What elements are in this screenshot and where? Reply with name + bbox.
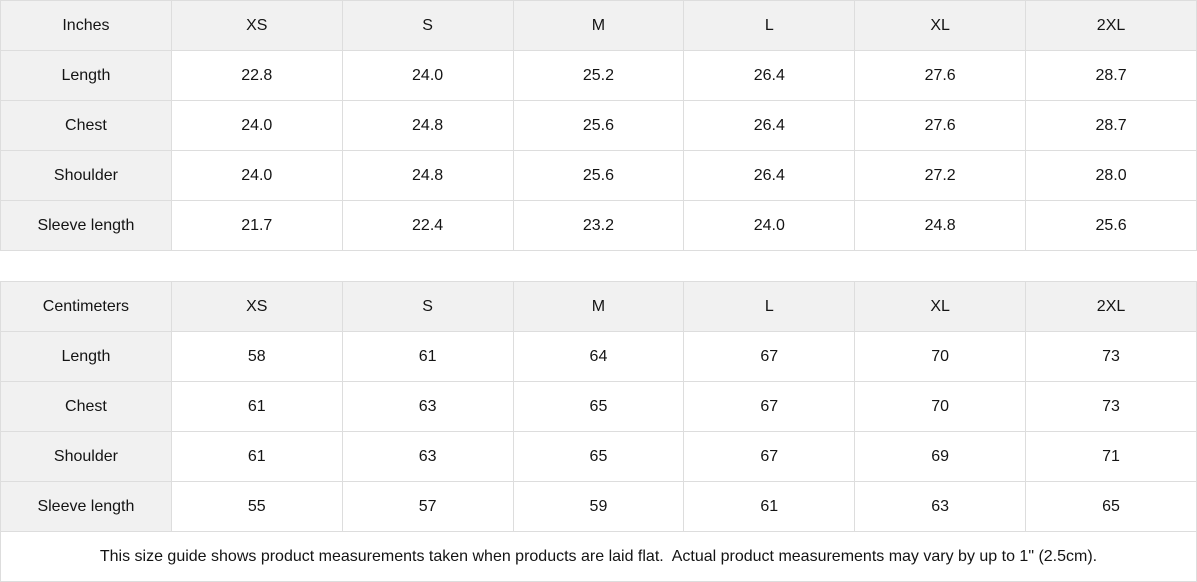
measurement-value-cell: 70: [854, 381, 1027, 432]
table-gap: [0, 251, 1197, 281]
measurement-value-cell: 61: [170, 431, 343, 482]
table-row: Length 58 61 64 67 70 73: [0, 331, 1197, 382]
size-header-cell: M: [512, 281, 685, 332]
size-header-cell: S: [341, 0, 514, 51]
measurement-value-cell: 70: [854, 331, 1027, 382]
measurement-value-cell: 63: [854, 481, 1027, 532]
measurement-value-cell: 22.4: [341, 200, 514, 251]
size-header-cell: L: [683, 0, 856, 51]
measurement-label-cell: Chest: [0, 381, 172, 432]
measurement-value-cell: 73: [1025, 381, 1197, 432]
measurement-value-cell: 24.8: [341, 150, 514, 201]
centimeters-header-row: Centimeters XS S M L XL 2XL: [0, 281, 1197, 332]
measurement-value-cell: 71: [1025, 431, 1197, 482]
measurement-label-cell: Shoulder: [0, 150, 172, 201]
measurement-label-cell: Sleeve length: [0, 200, 172, 251]
measurement-value-cell: 27.6: [854, 100, 1027, 151]
size-guide-note: This size guide shows product measuremen…: [0, 532, 1197, 582]
measurement-value-cell: 24.8: [854, 200, 1027, 251]
measurement-value-cell: 64: [512, 331, 685, 382]
size-header-cell: L: [683, 281, 856, 332]
measurement-value-cell: 65: [512, 431, 685, 482]
size-header-cell: XL: [854, 0, 1027, 51]
measurement-value-cell: 67: [683, 381, 856, 432]
measurement-value-cell: 24.0: [170, 150, 343, 201]
table-row: Length 22.8 24.0 25.2 26.4 27.6 28.7: [0, 50, 1197, 101]
measurement-value-cell: 57: [341, 481, 514, 532]
measurement-value-cell: 25.6: [512, 150, 685, 201]
measurement-value-cell: 61: [170, 381, 343, 432]
measurement-value-cell: 24.8: [341, 100, 514, 151]
measurement-value-cell: 61: [341, 331, 514, 382]
measurement-label-cell: Chest: [0, 100, 172, 151]
size-header-cell: 2XL: [1025, 281, 1197, 332]
inches-size-table: Inches XS S M L XL 2XL Length 22.8 24.0 …: [0, 0, 1197, 251]
size-header-cell: 2XL: [1025, 0, 1197, 51]
measurement-value-cell: 24.0: [170, 100, 343, 151]
table-row: Sleeve length 21.7 22.4 23.2 24.0 24.8 2…: [0, 200, 1197, 251]
measurement-label-cell: Length: [0, 50, 172, 101]
measurement-value-cell: 27.6: [854, 50, 1027, 101]
measurement-value-cell: 65: [1025, 481, 1197, 532]
measurement-label-cell: Sleeve length: [0, 481, 172, 532]
centimeters-size-table: Centimeters XS S M L XL 2XL Length 58 61…: [0, 281, 1197, 532]
measurement-value-cell: 26.4: [683, 150, 856, 201]
measurement-value-cell: 63: [341, 431, 514, 482]
table-row: Chest 61 63 65 67 70 73: [0, 381, 1197, 432]
unit-header-cell: Inches: [0, 0, 172, 51]
measurement-value-cell: 27.2: [854, 150, 1027, 201]
measurement-value-cell: 63: [341, 381, 514, 432]
measurement-value-cell: 58: [170, 331, 343, 382]
size-guide-note-text: This size guide shows product measuremen…: [99, 547, 1098, 565]
measurement-value-cell: 28.0: [1025, 150, 1197, 201]
measurement-value-cell: 61: [683, 481, 856, 532]
measurement-value-cell: 26.4: [683, 100, 856, 151]
measurement-value-cell: 67: [683, 331, 856, 382]
measurement-value-cell: 55: [170, 481, 343, 532]
inches-header-row: Inches XS S M L XL 2XL: [0, 0, 1197, 51]
measurement-value-cell: 22.8: [170, 50, 343, 101]
measurement-value-cell: 23.2: [512, 200, 685, 251]
measurement-value-cell: 28.7: [1025, 100, 1197, 151]
measurement-value-cell: 21.7: [170, 200, 343, 251]
unit-header-cell: Centimeters: [0, 281, 172, 332]
size-header-cell: XS: [170, 281, 343, 332]
measurement-value-cell: 28.7: [1025, 50, 1197, 101]
table-row: Shoulder 24.0 24.8 25.6 26.4 27.2 28.0: [0, 150, 1197, 201]
size-header-cell: XL: [854, 281, 1027, 332]
measurement-value-cell: 25.2: [512, 50, 685, 101]
table-row: Sleeve length 55 57 59 61 63 65: [0, 481, 1197, 532]
measurement-value-cell: 65: [512, 381, 685, 432]
measurement-label-cell: Length: [0, 331, 172, 382]
measurement-value-cell: 73: [1025, 331, 1197, 382]
measurement-value-cell: 59: [512, 481, 685, 532]
measurement-value-cell: 69: [854, 431, 1027, 482]
measurement-value-cell: 25.6: [1025, 200, 1197, 251]
size-header-cell: XS: [170, 0, 343, 51]
measurement-label-cell: Shoulder: [0, 431, 172, 482]
size-header-cell: S: [341, 281, 514, 332]
measurement-value-cell: 67: [683, 431, 856, 482]
measurement-value-cell: 25.6: [512, 100, 685, 151]
table-row: Shoulder 61 63 65 67 69 71: [0, 431, 1197, 482]
measurement-value-cell: 24.0: [341, 50, 514, 101]
table-row: Chest 24.0 24.8 25.6 26.4 27.6 28.7: [0, 100, 1197, 151]
size-header-cell: M: [512, 0, 685, 51]
measurement-value-cell: 24.0: [683, 200, 856, 251]
measurement-value-cell: 26.4: [683, 50, 856, 101]
